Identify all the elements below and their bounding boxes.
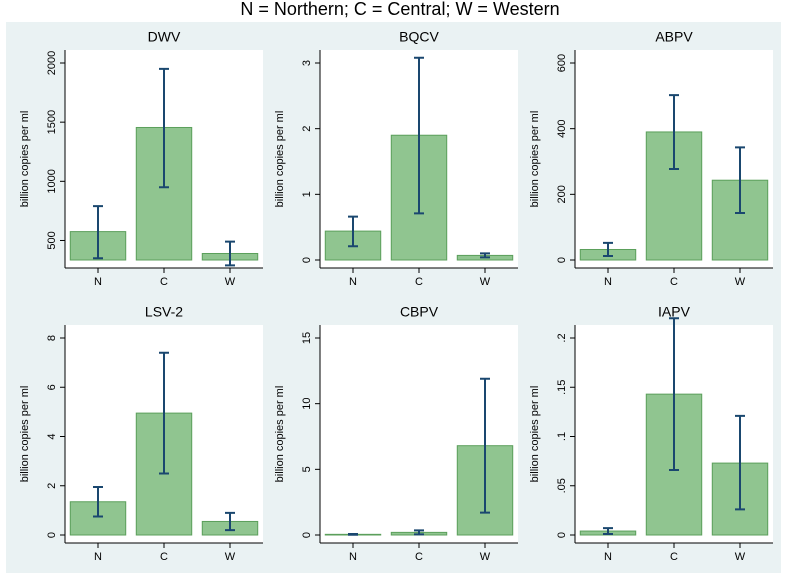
error-bar — [348, 215, 358, 248]
y-tick-label: 1500 — [46, 110, 58, 134]
y-tick-label: 2 — [301, 126, 313, 132]
error-bar — [93, 205, 103, 260]
y-tick-label: .2 — [556, 333, 568, 342]
y-axis-label: billion copies per ml — [529, 111, 541, 208]
y-tick-label: 500 — [46, 231, 58, 249]
y-axis-label: billion copies per ml — [274, 111, 286, 208]
y-tick-label: 0 — [556, 257, 568, 263]
error-bar — [735, 414, 745, 511]
y-tick-label: .15 — [556, 380, 568, 395]
y-tick-label: 600 — [556, 54, 568, 72]
x-tick-label: W — [225, 551, 236, 563]
x-tick-label: N — [604, 551, 612, 563]
error-bar — [414, 529, 424, 536]
error-bar — [669, 317, 679, 471]
panel-title: LSV-2 — [145, 304, 183, 320]
x-tick-label: N — [349, 276, 357, 288]
x-tick-label: W — [735, 276, 746, 288]
error-bar — [603, 241, 613, 258]
x-tick-label: C — [415, 551, 423, 563]
y-tick-label: 8 — [46, 335, 58, 341]
y-axis-label: billion copies per ml — [274, 386, 286, 483]
panel-title: ABPV — [655, 29, 693, 45]
figure-title: N = Northern; C = Central; W = Western — [240, 0, 559, 19]
error-bar — [159, 351, 169, 475]
y-tick-label: 3 — [301, 60, 313, 66]
x-tick-label: C — [670, 551, 678, 563]
x-tick-label: N — [349, 551, 357, 563]
error-bar — [159, 67, 169, 189]
y-tick-label: 1 — [301, 191, 313, 197]
x-tick-label: N — [94, 276, 102, 288]
y-tick-label: 0 — [46, 532, 58, 538]
x-tick-label: W — [735, 551, 746, 563]
y-axis-label: billion copies per ml — [19, 386, 31, 483]
error-bar — [480, 252, 490, 259]
y-tick-label: 1000 — [46, 169, 58, 193]
error-bar — [225, 240, 235, 267]
x-tick-label: N — [94, 551, 102, 563]
x-tick-label: C — [160, 276, 168, 288]
x-tick-label: W — [480, 276, 491, 288]
y-tick-label: 10 — [301, 398, 313, 410]
x-tick-label: W — [225, 276, 236, 288]
y-axis-label: billion copies per ml — [19, 111, 31, 208]
x-tick-label: C — [670, 276, 678, 288]
y-tick-label: 0 — [301, 532, 313, 538]
error-bar — [669, 94, 679, 171]
panel-title: CBPV — [400, 304, 439, 320]
error-bar — [225, 511, 235, 532]
panel-title: BQCV — [399, 29, 439, 45]
x-tick-label: C — [415, 276, 423, 288]
y-axis-label: billion copies per ml — [529, 386, 541, 483]
y-tick-label: 400 — [556, 119, 568, 137]
error-bar — [93, 485, 103, 518]
y-tick-label: 0 — [556, 532, 568, 538]
error-bar — [414, 56, 424, 215]
y-tick-label: 2000 — [46, 51, 58, 75]
y-tick-label: 6 — [46, 384, 58, 390]
x-tick-label: W — [480, 551, 491, 563]
y-tick-label: .1 — [556, 432, 568, 441]
y-tick-label: 15 — [301, 332, 313, 344]
y-tick-label: 200 — [556, 185, 568, 203]
panel-title: DWV — [148, 29, 181, 45]
error-bar — [735, 146, 745, 215]
error-bar — [480, 377, 490, 514]
error-bar — [348, 532, 358, 536]
y-tick-label: .05 — [556, 478, 568, 493]
y-tick-label: 2 — [46, 483, 58, 489]
panel-title: IAPV — [658, 304, 691, 320]
y-tick-label: 0 — [301, 257, 313, 263]
x-tick-label: N — [604, 276, 612, 288]
x-tick-label: C — [160, 551, 168, 563]
y-tick-label: 4 — [46, 433, 58, 439]
y-tick-label: 5 — [301, 466, 313, 472]
error-bar — [603, 527, 613, 536]
